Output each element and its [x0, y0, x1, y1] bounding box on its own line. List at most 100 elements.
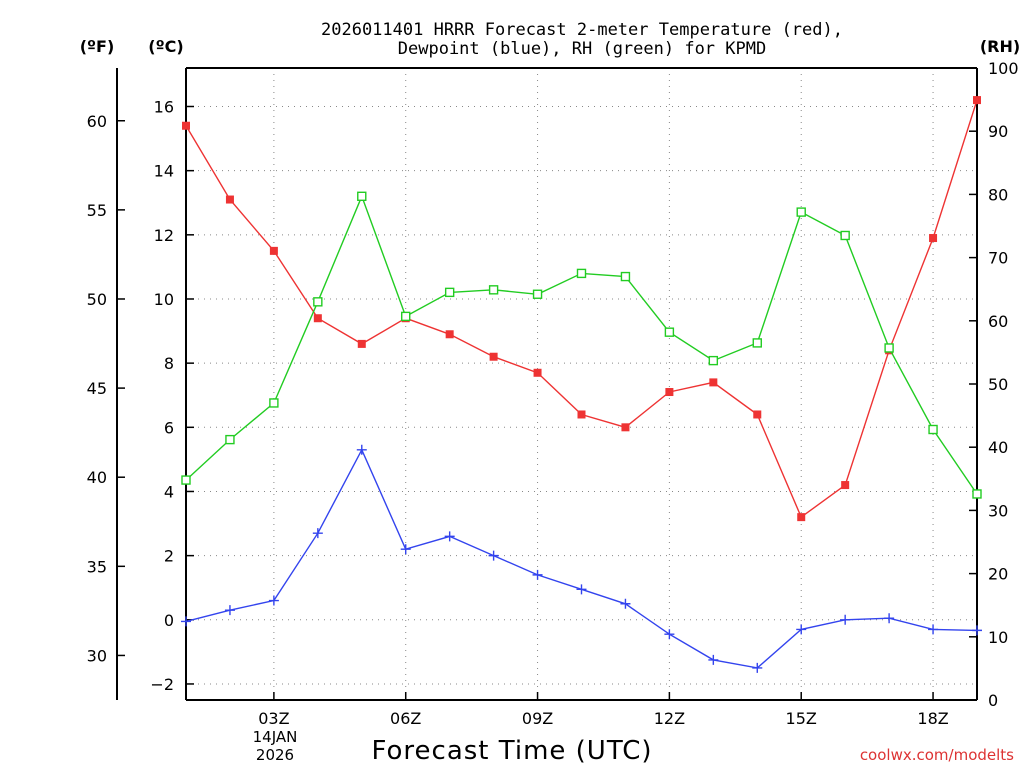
series-dewpoint	[181, 444, 982, 673]
temperature-point	[313, 314, 322, 323]
temperature-point	[445, 330, 454, 339]
dewpoint-point	[532, 569, 543, 580]
rh-tick-label: 0	[988, 691, 998, 710]
rh-point	[225, 434, 235, 445]
celsius-tick-label: 12	[154, 226, 174, 245]
credit-link: coolwx.com/modelts	[860, 746, 1014, 764]
dewpoint-point	[884, 613, 895, 624]
celsius-tick-label: −2	[150, 675, 174, 694]
rh-point	[664, 327, 675, 337]
rh-point	[313, 297, 323, 307]
fahrenheit-tick-label: 55	[87, 201, 107, 220]
fahrenheit-tick-label: 50	[87, 290, 107, 309]
temperature-point	[225, 195, 234, 204]
dewpoint-point	[796, 624, 807, 635]
rh-tick-label: 60	[988, 312, 1008, 331]
temperature-point	[665, 388, 674, 397]
series-temperature	[182, 96, 981, 522]
fahrenheit-tick-label: 40	[87, 468, 107, 487]
celsius-tick-label: 16	[154, 97, 174, 116]
temperature-point	[269, 246, 278, 255]
rh-point	[269, 398, 279, 408]
dewpoint-point	[664, 629, 675, 640]
dewpoint-point	[181, 616, 191, 627]
date-label-day: 14JAN	[253, 728, 298, 746]
rh-tick-label: 40	[988, 438, 1008, 457]
temperature-point	[753, 410, 762, 419]
rh-tick-label: 90	[988, 122, 1008, 141]
fahrenheit-tick-label: 45	[87, 379, 107, 398]
celsius-tick-label: 10	[154, 290, 174, 309]
fahrenheit-tick-label: 60	[87, 112, 107, 131]
temperature-line	[185, 99, 978, 519]
rh-point	[928, 424, 938, 435]
temperature-point	[533, 368, 542, 377]
x-tick-label: 09Z	[522, 709, 553, 728]
axes: 30 35 40 45 50 55 60 −2 0 2 4 6 8 10 12 14 16 0 10 20 30 40 50…	[87, 59, 1019, 728]
dewpoint-point	[972, 625, 982, 636]
dewpoint-point	[840, 614, 851, 625]
celsius-tick-label: 6	[164, 418, 174, 437]
x-tick-label: 15Z	[786, 709, 817, 728]
rh-point	[884, 343, 894, 353]
rh-tick-label: 30	[988, 501, 1008, 520]
rh-point	[752, 338, 762, 348]
x-tick-label: 18Z	[917, 709, 948, 728]
temperature-point	[621, 423, 630, 432]
dewpoint-point	[928, 624, 939, 635]
dewpoint-point	[620, 598, 631, 609]
fahrenheit-unit-label: (ºF)	[80, 37, 115, 56]
dewpoint-line	[185, 448, 978, 669]
rh-point	[708, 355, 719, 366]
rh-point	[181, 475, 191, 485]
data-series	[181, 96, 982, 673]
celsius-unit-label: (ºC)	[148, 37, 183, 56]
dewpoint-point	[488, 550, 499, 561]
x-axis-title: Forecast Time (UTC)	[371, 736, 652, 766]
temperature-point	[929, 234, 938, 243]
rh-point	[444, 287, 455, 298]
dewpoint-point	[356, 444, 367, 455]
rh-point	[620, 271, 631, 282]
rh-point	[796, 207, 806, 217]
temperature-point	[489, 352, 498, 361]
dewpoint-point	[576, 584, 587, 595]
rh-tick-label: 10	[988, 628, 1008, 647]
x-tick-label: 03Z	[258, 709, 289, 728]
rh-point	[576, 268, 587, 279]
celsius-tick-label: 0	[164, 611, 174, 630]
celsius-tick-label: 4	[164, 482, 174, 501]
fahrenheit-tick-label: 35	[87, 557, 107, 576]
dewpoint-point	[708, 654, 719, 665]
rh-tick-label: 70	[988, 249, 1008, 268]
rh-point	[840, 230, 850, 241]
dewpoint-point	[444, 531, 455, 542]
rh-point	[357, 191, 367, 201]
rh-point	[488, 285, 499, 295]
rh-tick-label: 100	[988, 59, 1019, 78]
celsius-tick-label: 2	[164, 547, 174, 566]
temperature-point	[709, 378, 718, 387]
grid-lines	[186, 68, 977, 700]
rh-tick-label: 20	[988, 565, 1008, 584]
temperature-point	[357, 339, 366, 348]
rh-point	[972, 489, 982, 499]
rh-unit-label: (RH)	[980, 37, 1020, 56]
rh-tick-label: 50	[988, 375, 1008, 394]
temperature-point	[577, 410, 586, 419]
rh-point	[532, 289, 543, 299]
celsius-tick-label: 14	[154, 162, 174, 181]
fahrenheit-tick-label: 30	[87, 646, 107, 665]
dewpoint-point	[752, 662, 763, 673]
rh-line	[185, 194, 978, 495]
rh-point	[401, 311, 411, 322]
temperature-point	[182, 121, 190, 130]
series-rh	[181, 191, 982, 499]
x-tick-label: 12Z	[654, 709, 685, 728]
celsius-tick-label: 8	[164, 354, 174, 373]
dewpoint-point	[400, 544, 411, 555]
dewpoint-point	[224, 605, 235, 616]
date-label-year: 2026	[256, 746, 294, 764]
temperature-point	[973, 96, 981, 105]
